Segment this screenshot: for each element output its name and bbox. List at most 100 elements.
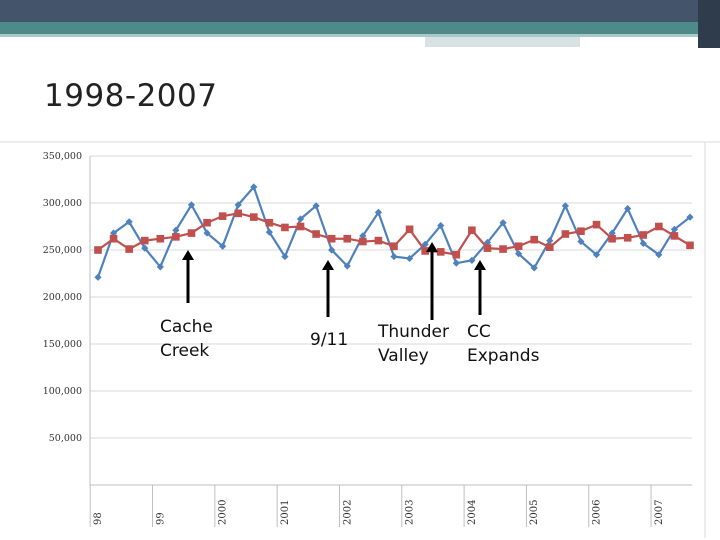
series-2-point	[623, 233, 632, 242]
x-tick-label: 98	[93, 512, 104, 525]
series-2-point	[390, 242, 398, 251]
series-2-point	[249, 213, 258, 221]
series-2-point	[125, 245, 133, 253]
series-1-point	[374, 208, 383, 216]
series-1-point	[561, 202, 569, 210]
series-2-point	[94, 246, 102, 254]
series-1-point	[296, 215, 305, 223]
annotation-label-line: CC	[467, 322, 491, 342]
series-2-point	[530, 235, 539, 244]
x-tick-label: 2004	[467, 500, 478, 525]
series-1-point	[328, 246, 336, 254]
series-2-point	[327, 234, 336, 243]
annotation-label: Thunder Valley	[378, 320, 449, 368]
series-1-point	[187, 201, 196, 209]
series-1-point	[250, 183, 258, 191]
series-2-point	[140, 236, 149, 245]
slide-header-band	[0, 0, 720, 48]
series-2-point	[281, 223, 289, 232]
series-2-point	[296, 222, 305, 231]
series-2-point	[312, 230, 320, 238]
series-2-point	[639, 231, 648, 239]
series-2-point	[592, 220, 601, 229]
series-2-point	[421, 247, 429, 255]
series-2-point	[436, 248, 445, 256]
annotation-label: CC Expands	[467, 320, 539, 368]
x-tick-label: 2007	[654, 500, 665, 525]
series-1-point	[234, 201, 242, 209]
series-2-point	[109, 234, 118, 243]
y-tick-label: 200,000	[43, 292, 82, 303]
series-1-point	[499, 219, 507, 227]
annotation-label-line: Thunder	[378, 322, 449, 342]
x-tick-label: 2001	[280, 500, 291, 525]
series-2-point	[405, 225, 414, 234]
series-1-point	[515, 250, 523, 258]
y-axis: 50,000 100,000 150,000 200,000 250,000 300,00…	[43, 151, 692, 486]
series-1-point	[437, 221, 445, 230]
annotation-label-line: 9/11	[310, 330, 349, 350]
series-1-point	[390, 252, 398, 261]
series-2-point	[468, 226, 476, 235]
annotation-arrow-head	[426, 242, 438, 252]
series-1-point	[125, 218, 133, 226]
annotation-arrow-head	[182, 250, 194, 260]
line-chart: 50,000 100,000 150,000 200,000 250,000 300,00…	[0, 141, 720, 538]
y-tick-label: 50,000	[49, 433, 82, 444]
slide-title: 1998-2007	[44, 78, 218, 114]
series-1-point	[421, 240, 429, 248]
x-tick-label: 2006	[592, 500, 603, 525]
series-1-point	[219, 242, 227, 250]
series-1-point	[359, 232, 367, 240]
annotation-label: 9/11	[310, 328, 348, 352]
x-axis: 98 99 2000 2001 2002 2003 2004 2005 2006 2007	[89, 485, 665, 527]
annotation-arrow-head	[474, 260, 486, 270]
x-tick-label: 99	[155, 512, 166, 525]
series-2-point	[343, 234, 352, 243]
series-2-point	[545, 243, 554, 251]
series-1-point	[172, 226, 180, 234]
series-2-point	[514, 242, 523, 251]
annotation-arrows	[182, 242, 486, 320]
series-2-point	[374, 236, 383, 245]
series-1-point	[670, 225, 679, 233]
y-tick-label: 150,000	[43, 339, 82, 350]
series-2-point	[156, 234, 165, 243]
series-2-point	[577, 227, 585, 235]
series-1-point	[686, 213, 694, 221]
series-2-point	[499, 245, 507, 253]
series-2-point	[608, 234, 616, 243]
series-2-point	[218, 212, 227, 220]
series-2-point	[561, 230, 570, 238]
x-tick-label: 2003	[405, 500, 416, 525]
series-1-point	[468, 256, 476, 264]
series-2-point	[655, 222, 663, 231]
series-1-point	[343, 262, 351, 270]
x-tick-label: 2002	[342, 500, 353, 525]
series-1-point	[577, 237, 585, 246]
series-2-point	[234, 209, 243, 218]
annotation-label-line: Expands	[467, 346, 540, 366]
series-2-point	[203, 218, 211, 227]
series-2-point	[359, 237, 367, 246]
series-2-point	[686, 241, 694, 250]
series-1-point	[312, 202, 320, 210]
annotation-label-line: Creek	[160, 341, 210, 361]
annotation-arrow-head	[322, 260, 334, 270]
y-tick-label: 300,000	[43, 198, 82, 209]
x-tick-label: 2000	[218, 500, 229, 525]
series-2-point	[452, 250, 461, 259]
series-layer	[94, 183, 694, 281]
series-2-point	[172, 233, 180, 241]
series-1-point	[452, 259, 460, 267]
series-1-point	[546, 237, 554, 245]
series-2-point	[483, 244, 492, 252]
x-tick-label: 2005	[529, 500, 540, 525]
annotation-label: Cache Creek	[160, 315, 213, 363]
series-2-point	[265, 218, 274, 227]
series-1-point	[141, 244, 149, 252]
y-tick-label: 100,000	[43, 386, 82, 397]
series-1-point	[94, 273, 102, 281]
series-1-point	[405, 254, 414, 263]
series-1-point	[483, 238, 492, 247]
